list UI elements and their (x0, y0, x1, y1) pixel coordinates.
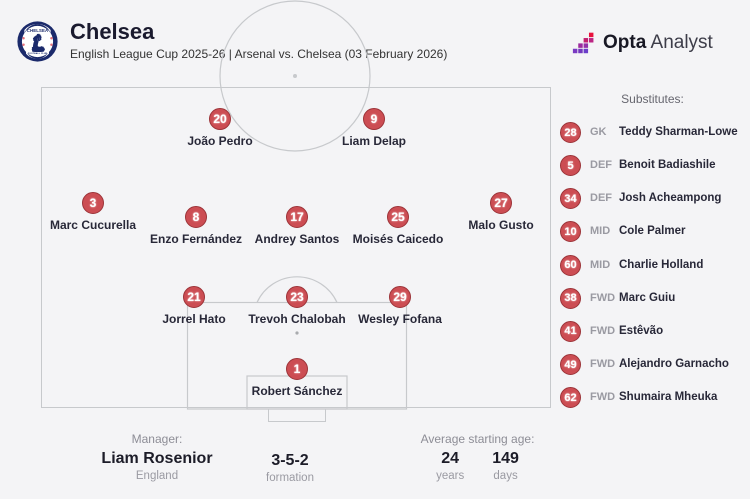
svg-text:CHELSEA: CHELSEA (27, 28, 48, 33)
